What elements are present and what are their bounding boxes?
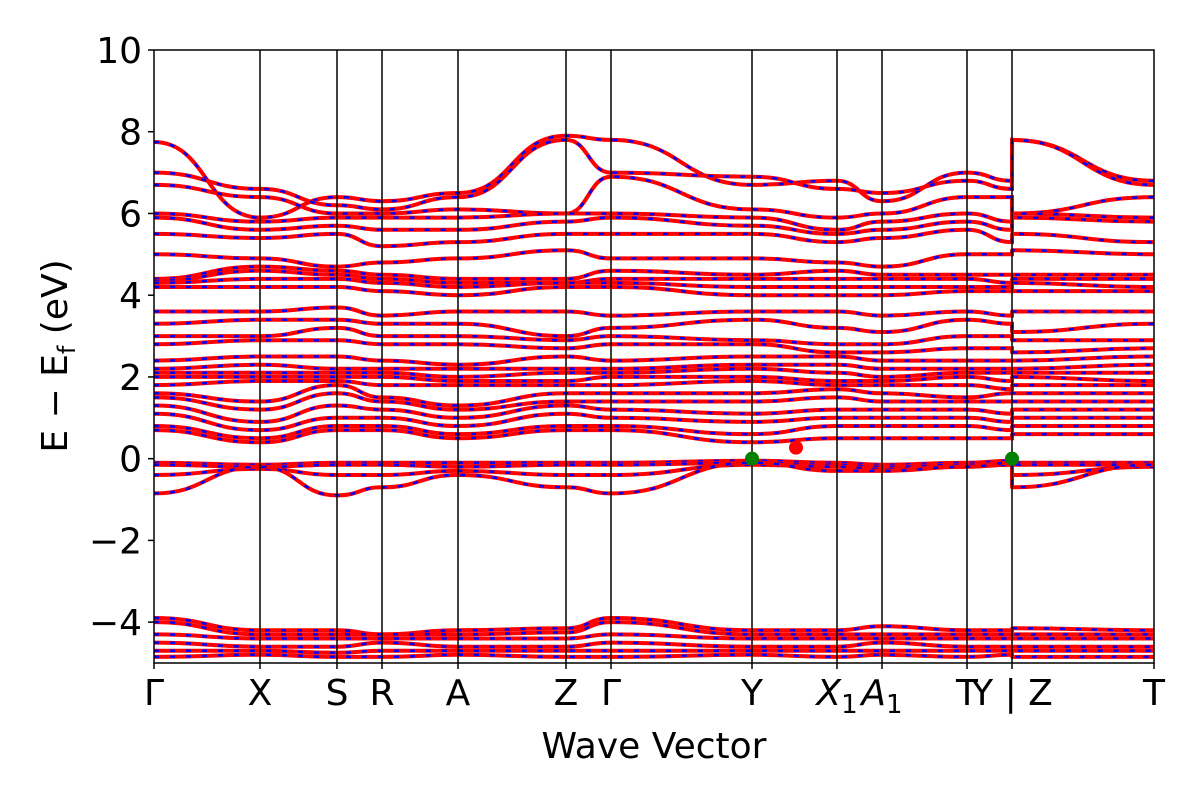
band-spin-down-33 xyxy=(154,641,1154,648)
x-axis-title: Wave Vector xyxy=(542,726,767,767)
band-spin-down-31 xyxy=(154,620,1154,636)
bands-layer xyxy=(154,133,1154,659)
band-spin-down-10 xyxy=(154,285,1154,297)
band-spin-down-14 xyxy=(154,338,1154,354)
kpoint-lines xyxy=(259,50,1013,663)
x-tick-label-10: T xyxy=(955,673,979,714)
x-tick-label-6: Γ xyxy=(601,673,621,714)
band-spin-up-17 xyxy=(154,366,1154,379)
band-spin-up-19 xyxy=(154,378,1154,392)
band-spin-down-2 xyxy=(154,175,1154,219)
band-spin-down-15 xyxy=(154,355,1154,366)
x-tick-label-7: Y xyxy=(740,673,764,714)
x-tick-label-3: R xyxy=(369,673,394,714)
band-spin-down-4 xyxy=(154,216,1154,236)
y-axis-title: E − Ef (eV) xyxy=(35,259,81,452)
y-axis-title-unit: (eV) xyxy=(35,259,76,345)
vbm-marker-0 xyxy=(745,451,759,466)
band-spin-up-30 xyxy=(154,615,1154,637)
y-axis-ticks: 10 8 6 4 2 0 −2 −4 xyxy=(89,31,154,644)
x-tick-label-12: T xyxy=(1142,673,1166,714)
x-tick-label-0: Γ xyxy=(144,673,164,714)
band-spin-down-9 xyxy=(154,277,1154,289)
band-spin-down-6 xyxy=(154,248,1154,268)
band-spin-up-0 xyxy=(154,133,1154,220)
x-tick-label-9: A1 xyxy=(859,673,902,720)
cbm-marker-1 xyxy=(789,440,803,455)
x-tick-label-5: Z xyxy=(554,673,579,714)
y-tick-label-0: 10 xyxy=(96,31,142,72)
x-tick-label-1: X xyxy=(248,673,273,714)
plot-frame xyxy=(153,49,1155,664)
y-axis-title-sub: f xyxy=(53,345,81,354)
y-axis-title-main: E − E xyxy=(35,354,76,453)
band-spin-up-14 xyxy=(154,338,1154,355)
x-tick-label-11: Y | Z xyxy=(970,673,1053,714)
band-spin-up-5 xyxy=(154,227,1154,249)
band-spin-down-3 xyxy=(154,212,1154,232)
y-tick-label-3: 4 xyxy=(119,276,142,317)
x-tick-label-4: A xyxy=(446,673,471,714)
band-spin-up-31 xyxy=(154,620,1154,637)
y-tick-label-1: 8 xyxy=(119,113,142,154)
extrema-markers xyxy=(745,440,1019,466)
band-spin-up-6 xyxy=(154,248,1154,269)
band-spin-down-30 xyxy=(154,616,1154,636)
band-spin-down-29 xyxy=(154,461,1154,497)
vbm-marker-2 xyxy=(1005,451,1019,466)
band-spin-up-32 xyxy=(154,632,1154,641)
band-spin-up-2 xyxy=(154,174,1154,220)
y-tick-label-2: 6 xyxy=(119,194,142,235)
band-spin-up-29 xyxy=(154,460,1154,498)
y-tick-label-7: −4 xyxy=(89,603,142,644)
band-spin-up-21 xyxy=(154,391,1154,412)
y-tick-label-5: 0 xyxy=(119,440,142,481)
y-tick-label-6: −2 xyxy=(89,521,142,562)
y-tick-label-4: 2 xyxy=(119,358,142,399)
band-spin-down-28 xyxy=(154,463,1154,477)
band-spin-down-11 xyxy=(154,306,1154,317)
band-spin-up-12 xyxy=(154,317,1154,339)
x-tick-label-8: X1 xyxy=(814,673,857,720)
band-spin-down-18 xyxy=(154,375,1154,383)
x-tick-label-2: S xyxy=(326,673,349,714)
